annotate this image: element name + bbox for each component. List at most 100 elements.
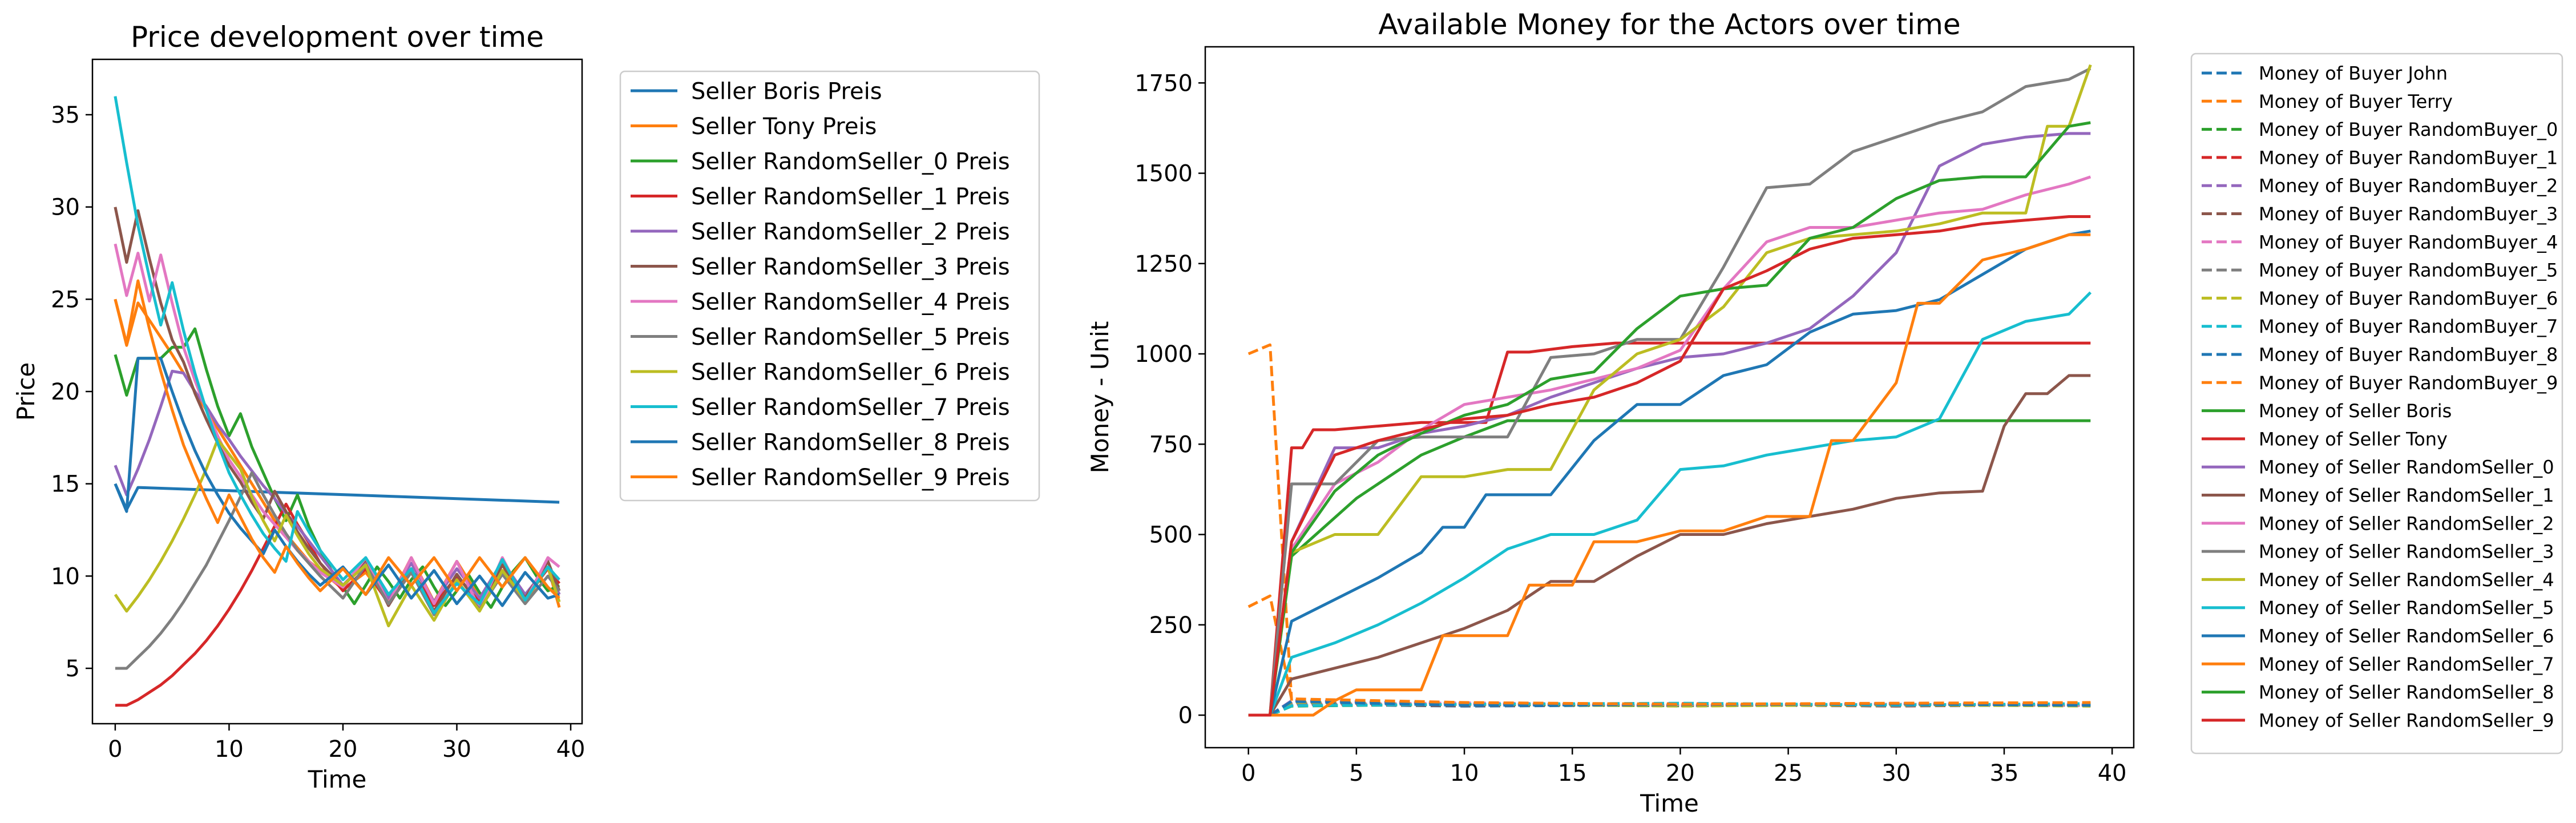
legend-label-16: Money of Seller RandomSeller_1 <box>2259 485 2554 506</box>
y-tick-label: 1000 <box>1134 341 1193 368</box>
x-tick-label: 15 <box>1558 760 1587 786</box>
y-tick-label: 750 <box>1149 431 1193 458</box>
y-tick-label: 10 <box>51 563 80 590</box>
legend-label-24: Money of Seller RandomSeller_9 <box>2259 709 2554 731</box>
legend-label-9: Seller RandomSeller_6 Preis <box>691 359 1010 385</box>
series-line-18 <box>1248 67 2092 717</box>
legend-label-18: Money of Seller RandomSeller_3 <box>2259 541 2554 563</box>
legend-label-3: Seller RandomSeller_0 Preis <box>691 148 1010 175</box>
y-tick-label: 1250 <box>1134 251 1193 277</box>
series-line-7 <box>114 243 560 611</box>
legend-label-4: Seller RandomSeller_1 Preis <box>691 184 1010 210</box>
legend-box <box>2190 53 2563 755</box>
y-tick-label: 30 <box>51 195 80 221</box>
chart-title: Price development over time <box>131 21 544 54</box>
legend-label-12: Money of Buyer RandomBuyer_9 <box>2259 372 2558 394</box>
legend-label-11: Money of Buyer RandomBuyer_8 <box>2259 344 2558 366</box>
series-line-15 <box>1248 132 2091 717</box>
series-line-11 <box>114 357 560 607</box>
legend: Seller Boris Preis Seller Tony Preis Selle… <box>619 70 1040 502</box>
y-tick-label: 5 <box>66 656 80 682</box>
legend-label-6: Money of Buyer RandomBuyer_3 <box>2259 203 2558 225</box>
y-tick-label: 20 <box>51 379 80 405</box>
y-axis-label: Money - Unit <box>1086 321 1114 474</box>
y-tick-label: 500 <box>1149 522 1193 548</box>
x-tick-label: 20 <box>329 736 358 763</box>
series-line-10 <box>114 96 560 615</box>
legend-label-4: Money of Buyer RandomBuyer_1 <box>2259 147 2558 168</box>
x-tick-label: 0 <box>1241 760 1255 786</box>
series-line-24 <box>1248 215 2091 717</box>
legend-label-1: Seller Boris Preis <box>691 78 882 104</box>
legend-label-20: Money of Seller RandomSeller_5 <box>2259 597 2554 619</box>
legend-label-7: Seller RandomSeller_4 Preis <box>691 289 1010 315</box>
series-line-2 <box>1247 343 1293 701</box>
legend-label-12: Seller RandomSeller_9 Preis <box>691 465 1010 491</box>
legend-label-7: Money of Buyer RandomBuyer_4 <box>2259 231 2558 253</box>
x-axis-label: Time <box>1640 789 1699 817</box>
y-tick-label: 15 <box>51 471 80 498</box>
x-tick-label: 10 <box>215 736 244 763</box>
legend-label-11: Seller RandomSeller_8 Preis <box>691 429 1010 455</box>
series-line-20 <box>1248 291 2092 717</box>
x-tick-label: 40 <box>556 736 586 763</box>
legend-label-5: Seller RandomSeller_2 Preis <box>691 219 1010 245</box>
y-tick-label: 0 <box>1178 703 1193 729</box>
legend: Money of Buyer John Money of Buyer Terry M… <box>2190 53 2563 755</box>
legend-label-23: Money of Seller RandomSeller_8 <box>2259 681 2554 703</box>
legend-label-21: Money of Seller RandomSeller_6 <box>2259 626 2554 647</box>
series-line-14 <box>1248 341 2091 717</box>
x-tick-label: 20 <box>1666 760 1695 786</box>
legend-label-19: Money of Seller RandomSeller_4 <box>2259 569 2554 591</box>
legend-label-5: Money of Buyer RandomBuyer_2 <box>2259 175 2558 197</box>
series-group <box>114 96 561 707</box>
legend-label-1: Money of Buyer John <box>2259 63 2448 84</box>
legend-label-14: Money of Seller Tony <box>2259 428 2448 450</box>
legend-label-22: Money of Seller RandomSeller_7 <box>2259 653 2554 675</box>
series-line-19 <box>1248 64 2092 717</box>
legend-label-15: Money of Seller RandomSeller_0 <box>2259 457 2554 478</box>
x-tick-label: 30 <box>1881 760 1911 786</box>
x-tick-label: 25 <box>1774 760 1803 786</box>
x-tick-label: 5 <box>1349 760 1363 786</box>
legend-box <box>619 70 1040 502</box>
x-tick-label: 35 <box>1990 760 2019 786</box>
y-tick-label: 1750 <box>1134 70 1193 96</box>
chart-title: Available Money for the Actors over time <box>1378 8 1960 41</box>
x-tick-label: 0 <box>108 736 122 763</box>
series-line-16 <box>1248 374 2091 717</box>
plot-frame <box>1204 46 2135 749</box>
chart-1: 0 10 20 30 40 5 10 15 20 25 30 35 Price development … <box>12 21 1040 793</box>
legend-label-2: Money of Buyer Terry <box>2259 91 2453 112</box>
series-line-17 <box>1248 175 2092 717</box>
y-tick-label: 35 <box>51 102 80 128</box>
y-axis-label: Price <box>12 362 40 421</box>
x-axis-label: Time <box>308 765 367 793</box>
series-line-1 <box>114 483 560 511</box>
legend-label-13: Money of Seller Boris <box>2259 400 2452 422</box>
legend-label-17: Money of Seller RandomSeller_2 <box>2259 513 2554 534</box>
series-group <box>1247 64 2092 717</box>
legend-label-9: Money of Buyer RandomBuyer_6 <box>2259 288 2558 309</box>
x-tick-label: 10 <box>1450 760 1479 786</box>
series-line-6 <box>114 207 561 613</box>
legend-label-10: Money of Buyer RandomBuyer_7 <box>2259 316 2558 337</box>
x-tick-label: 30 <box>442 736 471 763</box>
legend-label-3: Money of Buyer RandomBuyer_0 <box>2259 119 2558 140</box>
legend-label-2: Seller Tony Preis <box>691 114 877 140</box>
chart-2: 0 5 10 15 20 25 30 35 40 0 250 500 750 1000 1250 1500 17… <box>1086 8 2563 817</box>
legend-label-10: Seller RandomSeller_7 Preis <box>691 394 1010 421</box>
series-line-22 <box>1248 233 2091 717</box>
legend-label-6: Seller RandomSeller_3 Preis <box>691 254 1010 280</box>
y-tick-label: 250 <box>1149 612 1193 639</box>
series-line-9 <box>114 438 561 628</box>
x-tick-label: 40 <box>2098 760 2127 786</box>
y-tick-label: 1500 <box>1134 161 1193 187</box>
series-line-5 <box>114 369 561 604</box>
series-line-12 <box>1247 594 2091 706</box>
series-line-12 <box>114 279 560 599</box>
legend-label-8: Money of Buyer RandomBuyer_5 <box>2259 260 2558 281</box>
legend-label-8: Seller RandomSeller_5 Preis <box>691 324 1010 350</box>
series-line-23 <box>1248 121 2091 717</box>
